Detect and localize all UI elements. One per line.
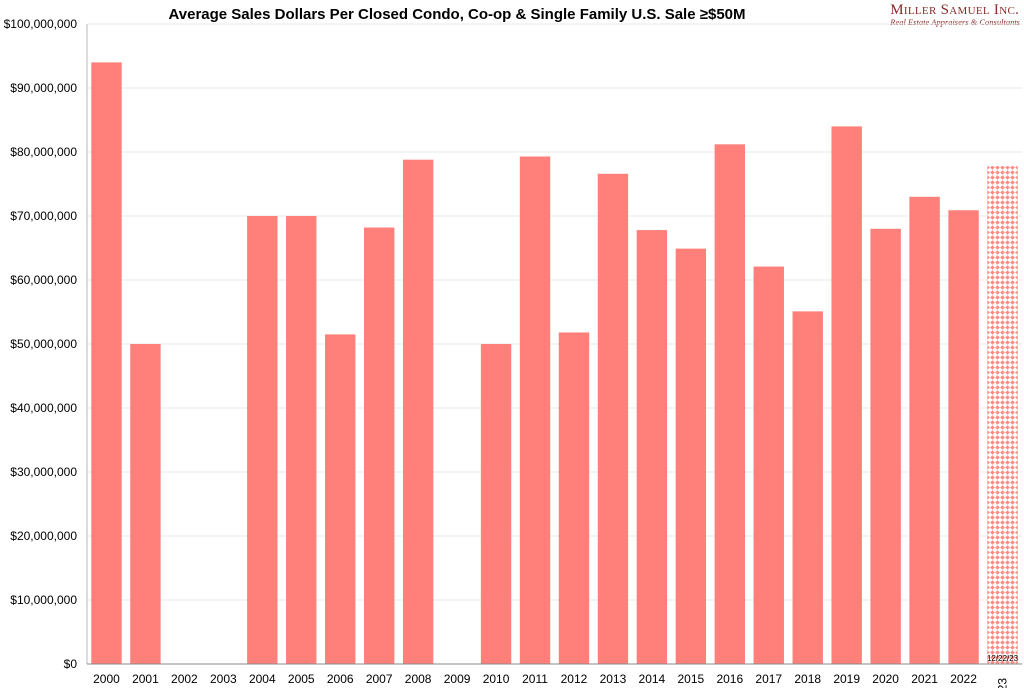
x-tick-label: 2009 — [444, 672, 471, 686]
bar — [597, 173, 629, 664]
logo-name: Miller Samuel Inc. — [890, 2, 1020, 18]
y-tick-label: $80,000,000 — [10, 145, 77, 159]
bar — [870, 228, 901, 665]
bar — [675, 248, 707, 664]
axes: $0 $10,000,000 $20,000,000 $30,000,000 $40,0… — [4, 17, 1022, 688]
bar — [948, 210, 979, 665]
x-tick-label: 2004 — [249, 672, 276, 686]
bar — [480, 344, 512, 664]
bar — [753, 266, 784, 664]
bar — [130, 344, 161, 664]
bar — [247, 216, 278, 664]
x-tick-label: 2001 — [132, 672, 159, 686]
bar — [91, 62, 122, 664]
bars — [91, 62, 1018, 665]
bar — [402, 159, 434, 664]
bar — [286, 216, 317, 664]
x-tick-label: 2022 — [950, 672, 977, 686]
y-tick-label: $40,000,000 — [10, 401, 77, 415]
x-tick-label: 2019 — [833, 672, 860, 686]
x-tick-label: 2007 — [366, 672, 393, 686]
bar — [519, 156, 551, 665]
bar — [325, 334, 356, 664]
x-tick-label: 2023 — [996, 678, 1010, 688]
logo-tagline: Real Estate Appraisers & Consultants — [890, 17, 1020, 27]
x-tick-label: 2020 — [872, 672, 899, 686]
x-tick-label: 2021 — [911, 672, 938, 686]
x-tick-label: 2000 — [93, 672, 120, 686]
x-tick-label: 2008 — [405, 672, 432, 686]
bar — [909, 196, 940, 665]
y-tick-label: $90,000,000 — [10, 81, 77, 95]
x-tick-label: 2013 — [600, 672, 627, 686]
x-tick-label: 2018 — [794, 672, 821, 686]
y-tick-label: $60,000,000 — [10, 273, 77, 287]
x-tick-label: 2012 — [561, 672, 588, 686]
x-tick-label: 2005 — [288, 672, 315, 686]
x-tick-label: 2010 — [483, 672, 510, 686]
x-tick-label: 2014 — [639, 672, 666, 686]
bar — [636, 230, 668, 664]
x-tick-label: 2006 — [327, 672, 354, 686]
bar — [558, 332, 590, 664]
company-logo: Miller Samuel Inc. Real Estate Appraiser… — [890, 2, 1020, 27]
x-tick-label: 2002 — [171, 672, 198, 686]
y-tick-label: $0 — [64, 657, 78, 671]
chart-title: Average Sales Dollars Per Closed Condo, … — [168, 6, 746, 23]
bar-partial-year — [987, 166, 1018, 664]
x-tick-label: 2016 — [716, 672, 743, 686]
partial-year-note: 12/22/23 — [987, 654, 1019, 663]
y-tick-label: $100,000,000 — [4, 17, 78, 31]
bar — [831, 126, 862, 664]
x-tick-label: 2015 — [678, 672, 705, 686]
x-tick-label: 2017 — [755, 672, 782, 686]
x-tick-label: 2003 — [210, 672, 237, 686]
y-tick-label: $30,000,000 — [10, 465, 77, 479]
bar — [363, 227, 395, 664]
bar — [714, 144, 746, 664]
bar — [792, 311, 823, 664]
x-tick-label: 2011 — [522, 672, 548, 686]
y-tick-label: $50,000,000 — [10, 337, 77, 351]
y-tick-label: $20,000,000 — [10, 529, 77, 543]
y-tick-label: $70,000,000 — [10, 209, 77, 223]
y-tick-label: $10,000,000 — [10, 593, 77, 607]
